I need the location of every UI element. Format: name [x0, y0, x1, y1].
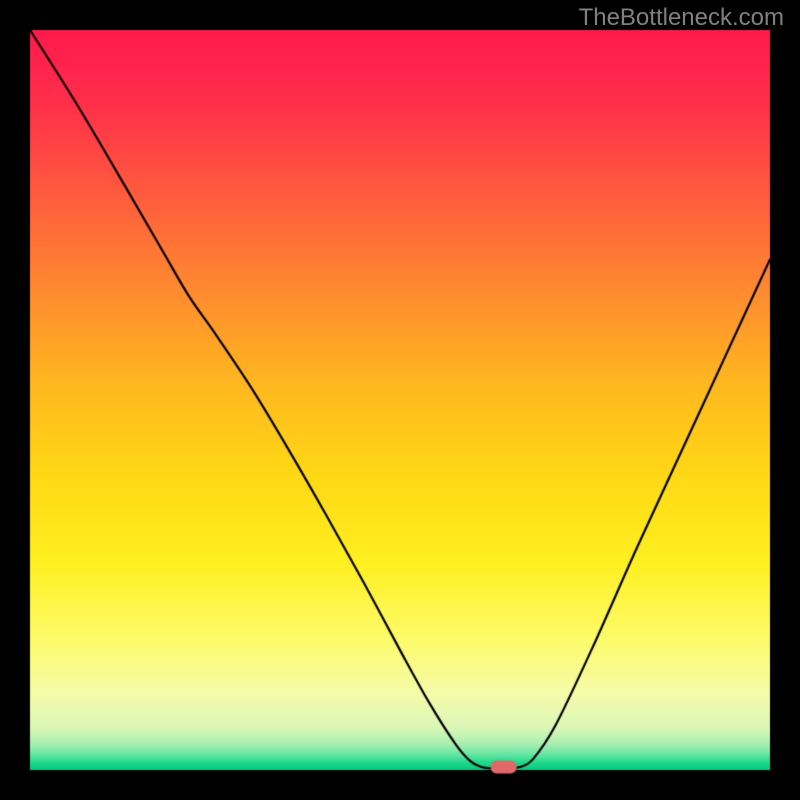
chart-root: TheBottleneck.com	[0, 0, 800, 800]
watermark-text: TheBottleneck.com	[579, 4, 784, 32]
bottleneck-curve-chart	[0, 0, 800, 800]
